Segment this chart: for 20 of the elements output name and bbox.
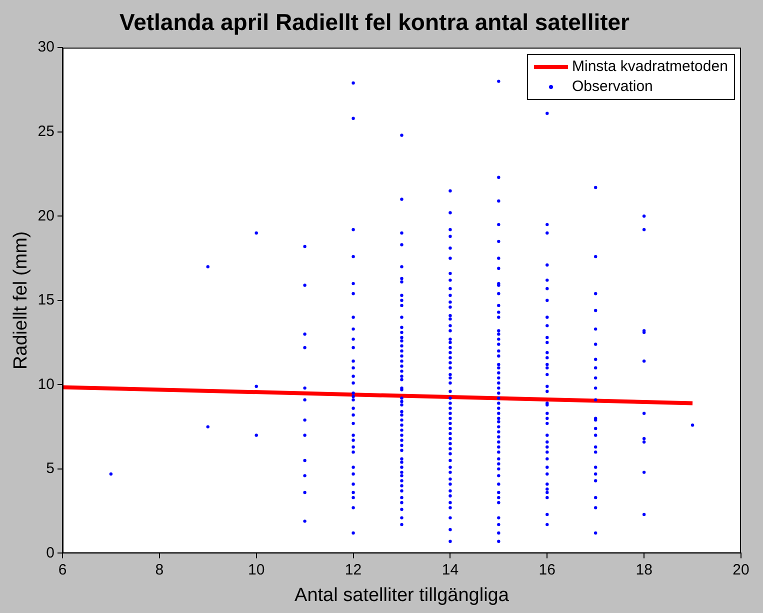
legend-label: Observation — [572, 76, 653, 97]
x-tick-label: 18 — [636, 561, 652, 578]
y-tick-label: 10 — [38, 376, 54, 393]
x-tick-label: 10 — [248, 561, 265, 578]
y-tick-label: 25 — [38, 123, 54, 140]
y-axis-title: Radiellt fel (mm) — [10, 231, 32, 370]
x-tick-label: 8 — [155, 561, 164, 578]
x-axis-title: Antal satelliter tillgängliga — [294, 584, 510, 606]
x-tick-label: 14 — [442, 561, 459, 578]
x-tick-label: 6 — [58, 561, 67, 578]
y-tick-label: 0 — [46, 544, 54, 562]
y-tick-label: 15 — [38, 292, 54, 309]
legend-label: Minsta kvadratmetoden — [572, 56, 728, 77]
chart-title: Vetlanda april Radiellt fel kontra antal satelliter — [120, 9, 630, 36]
y-tick-label: 30 — [38, 38, 54, 56]
x-tick-label: 16 — [538, 561, 556, 578]
x-tick-label: 12 — [344, 561, 362, 578]
y-tick-label: 5 — [46, 460, 54, 478]
y-tick-label: 20 — [38, 207, 54, 224]
x-tick-label: 20 — [732, 561, 750, 578]
